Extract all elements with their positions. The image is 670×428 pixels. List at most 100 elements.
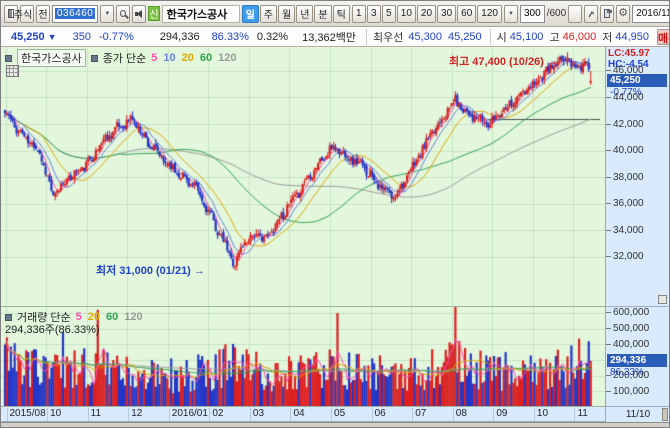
minute-button-20[interactable]: 20 (416, 4, 437, 23)
asset-type-label: 주식 (13, 10, 33, 21)
buy-button[interactable]: 매수 (657, 28, 669, 45)
bar-count-input[interactable]: 300 (519, 4, 545, 23)
date-input[interactable]: 2016/11/10 (632, 4, 669, 23)
volume-panel: 거래량 단순 5 20 60 120 294,336주(86.33%) (1, 307, 605, 407)
date-tick-label: 12 (128, 408, 142, 421)
current-price-badge: 45,250 -0.77% (607, 73, 667, 98)
panel-resize-button[interactable] (658, 295, 667, 304)
volume-tick-label: 400,000 (606, 338, 649, 350)
grid-icon[interactable] (6, 65, 19, 77)
date-tick-label: 11 (87, 408, 101, 421)
low-annotation: 최저 31,000 (01/21) → (96, 265, 205, 277)
price-ma-periods: 5 10 20 60 120 (151, 52, 242, 64)
high-annotation: 최고 47,400 (10/26) → (449, 56, 558, 68)
volume-chart-canvas[interactable] (1, 307, 605, 406)
ma-legend-icon[interactable] (90, 54, 98, 62)
price-tick-label: 42,000 (606, 118, 644, 130)
window-bottom-strip (1, 422, 669, 427)
down-arrow-icon: ▼ (47, 31, 57, 42)
date-tick-label: 05 (331, 408, 345, 421)
minute-button-5[interactable]: 5 (381, 4, 396, 23)
new-badge: 신 (148, 6, 160, 21)
code-dropdown-icon[interactable]: ▼ (100, 4, 115, 23)
minute-button-60[interactable]: 60 (457, 4, 477, 23)
stock-code-input[interactable]: 036460 (52, 4, 99, 23)
pattern-tool-icon[interactable] (568, 4, 583, 23)
prev-button[interactable]: 전 (36, 4, 50, 23)
speaker-icon[interactable]: ▼ (132, 4, 147, 23)
scrollbar-nub[interactable] (662, 408, 668, 421)
price-panel: 한국가스공사 종가 단순 5 10 20 60 120 최고 47,400 (10/26… (1, 47, 605, 307)
minute-button-10[interactable]: 10 (396, 4, 416, 23)
window-glyph (8, 9, 14, 18)
save-icon[interactable] (600, 4, 615, 23)
hc-label: HC:-4.54 (608, 59, 649, 70)
price-axis[interactable]: LC:45.97 HC:-4.54 45,250 -0.77% 46,000 44… (606, 47, 669, 307)
asset-type-select[interactable]: 주식▼ (14, 4, 40, 23)
price-chart-canvas[interactable] (1, 47, 605, 306)
bar-max-label: /600 (546, 8, 567, 19)
interval-select[interactable]: ▼ (503, 4, 518, 23)
date-axis[interactable]: 2015/08 10 11 12 2016/01 02 03 04 05 06 07 08 09 10 11 (1, 407, 605, 422)
change-value: 350 (72, 30, 91, 43)
date-tick-label: 09 (493, 408, 507, 421)
volume-legend-icon[interactable] (5, 313, 12, 321)
y-axis-column: LC:45.97 HC:-4.54 45,250 -0.77% 46,000 44… (605, 47, 669, 422)
volume-tick-label: 100,000 (606, 385, 649, 397)
bar-count-value: 300 (523, 8, 541, 19)
window-icon[interactable] (4, 4, 18, 23)
search-icon[interactable] (116, 4, 131, 23)
stock-legend-icon[interactable] (5, 54, 12, 62)
ma-period-label-60: 60 (106, 311, 119, 323)
price-tick-label: 36,000 (606, 198, 644, 210)
current-volume-badge: 294,336 86.33% (607, 353, 667, 378)
date-tick-label: 2015/08 (6, 408, 46, 421)
ma-period-label-60: 60 (199, 52, 213, 64)
chart-area: 한국가스공사 종가 단순 5 10 20 60 120 최고 47,400 (10/26… (1, 47, 669, 427)
date-tick-label: 11 (574, 408, 588, 421)
best-quote-label: 최우선 (365, 28, 403, 45)
price-tick-label: 40,000 (606, 145, 644, 157)
volume-tick-label: 200,000 (606, 370, 649, 382)
price-tick-label: 34,000 (606, 224, 644, 236)
period-button-minute[interactable]: 분 (314, 4, 332, 23)
price-tick-label: 46,000 (606, 65, 644, 77)
minute-button-1[interactable]: 1 (351, 4, 366, 23)
trade-value: 13,362백만 (302, 31, 356, 44)
date-tick-label: 06 (371, 408, 386, 421)
period-button-week[interactable]: 주 (259, 4, 277, 23)
ma-period-label-120: 120 (124, 311, 143, 323)
volume-value: 294,336 (159, 30, 200, 43)
volume-readout: 294,336주(86.33%) (5, 324, 100, 336)
current-price: 45,250 (11, 30, 45, 43)
low-price: 44,950 (615, 30, 649, 43)
volume-tick-label: 500,000 (606, 323, 649, 335)
best-bid: 45,250 (448, 30, 482, 43)
period-button-tick[interactable]: 틱 (332, 4, 350, 23)
minute-button-3[interactable]: 3 (366, 4, 381, 23)
volume-axis[interactable]: 294,336 86.33% 600,000 500,000 400,000 200,… (606, 307, 669, 407)
lc-label: LC:45.97 (608, 48, 650, 59)
period-button-year[interactable]: 년 (296, 4, 314, 23)
date-value: 2016/11/10 (636, 8, 669, 19)
high-price: 46,000 (562, 30, 597, 43)
minute-button-30[interactable]: 30 (437, 4, 457, 23)
turnover-ratio: 0.32% (256, 30, 289, 43)
gear-icon[interactable]: ⚙ (616, 4, 631, 23)
stock-code-value: 036460 (55, 8, 96, 19)
quote-bar: 45,250 ▼ 350 -0.77% 294,336 86.33% 0.32%… (1, 27, 669, 47)
minute-button-120[interactable]: 120 (477, 4, 502, 23)
date-tick-label: 10 (533, 408, 548, 421)
date-tick-label: 04 (290, 408, 305, 421)
legend-stock-name: 한국가스공사 (17, 49, 86, 67)
price-legend: 한국가스공사 종가 단순 5 10 20 60 120 (5, 49, 243, 67)
period-button-month[interactable]: 월 (277, 4, 296, 23)
trendline-tool-icon[interactable] (584, 4, 599, 23)
ma-period-label-20: 20 (87, 311, 101, 323)
minute-buttons: 1 3 5 10 20 30 60 120 (351, 4, 502, 23)
ma-period-label-20: 20 (181, 52, 194, 64)
period-button-day[interactable]: 일 (241, 4, 259, 23)
